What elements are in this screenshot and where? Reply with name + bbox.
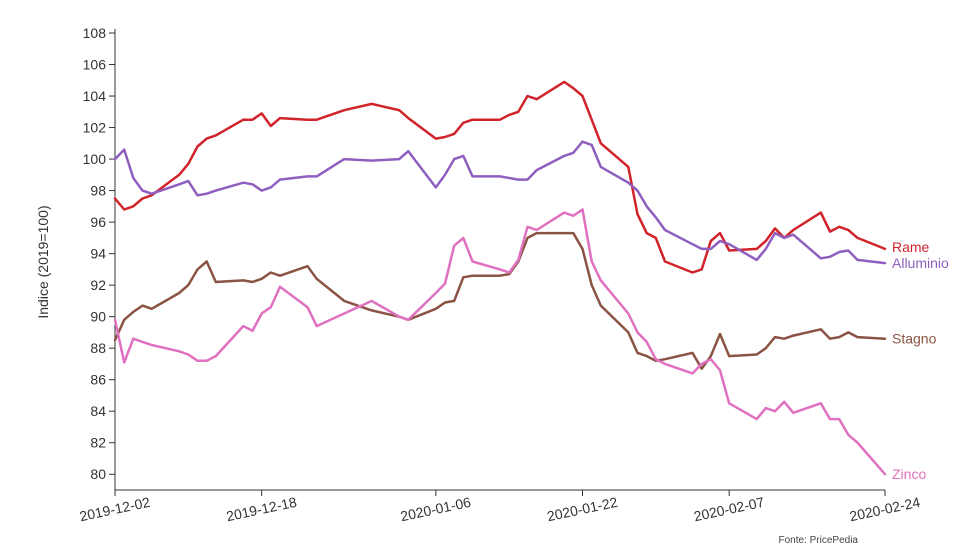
y-tick-label: 80 xyxy=(90,466,106,482)
x-axis: 2019-12-02 2019-12-18 2020-01-06 2020-01-22… xyxy=(78,489,922,525)
y-tick-label: 84 xyxy=(90,403,106,419)
y-axis-title: Indice (2019=100) xyxy=(35,205,51,318)
x-tick-label: 2020-01-06 xyxy=(399,494,473,525)
x-tick-label: 2020-02-24 xyxy=(848,494,922,525)
series-line-zinco xyxy=(113,208,887,476)
series-label-alluminio: Alluminio xyxy=(892,255,949,271)
y-tick-label: 102 xyxy=(83,120,107,136)
y-tick-label: 86 xyxy=(90,372,106,388)
y-tick-label: 88 xyxy=(90,340,106,356)
series-line-rame xyxy=(113,80,887,274)
y-tick-label: 106 xyxy=(83,57,107,73)
series-label-zinco: Zinco xyxy=(892,466,926,482)
y-tick-label: 94 xyxy=(90,246,106,262)
x-tick-label: 2020-01-22 xyxy=(546,494,620,525)
series-line-alluminio xyxy=(113,140,887,265)
y-tick-label: 108 xyxy=(83,25,107,41)
y-tick-label: 90 xyxy=(90,309,106,325)
y-tick-label: 96 xyxy=(90,214,106,230)
x-tick-label: 2019-12-18 xyxy=(225,494,299,525)
y-tick-label: 100 xyxy=(83,151,107,167)
y-tick-label: 98 xyxy=(90,183,106,199)
x-tick-label: 2020-02-07 xyxy=(692,494,766,525)
series-label-rame: Rame xyxy=(892,239,930,255)
series-label-stagno: Stagno xyxy=(892,331,937,347)
y-tick-label: 104 xyxy=(83,88,107,104)
series-lines xyxy=(113,80,887,476)
y-tick-label: 92 xyxy=(90,277,106,293)
series-line-stagno xyxy=(113,231,887,370)
x-tick-label: 2019-12-02 xyxy=(78,494,152,525)
y-tick-label: 82 xyxy=(90,435,106,451)
source-note: Fonte: PricePedia xyxy=(779,535,859,546)
y-axis: 80 82 84 86 88 90 92 94 96 98 100 102 104 106 108 xyxy=(83,25,116,490)
